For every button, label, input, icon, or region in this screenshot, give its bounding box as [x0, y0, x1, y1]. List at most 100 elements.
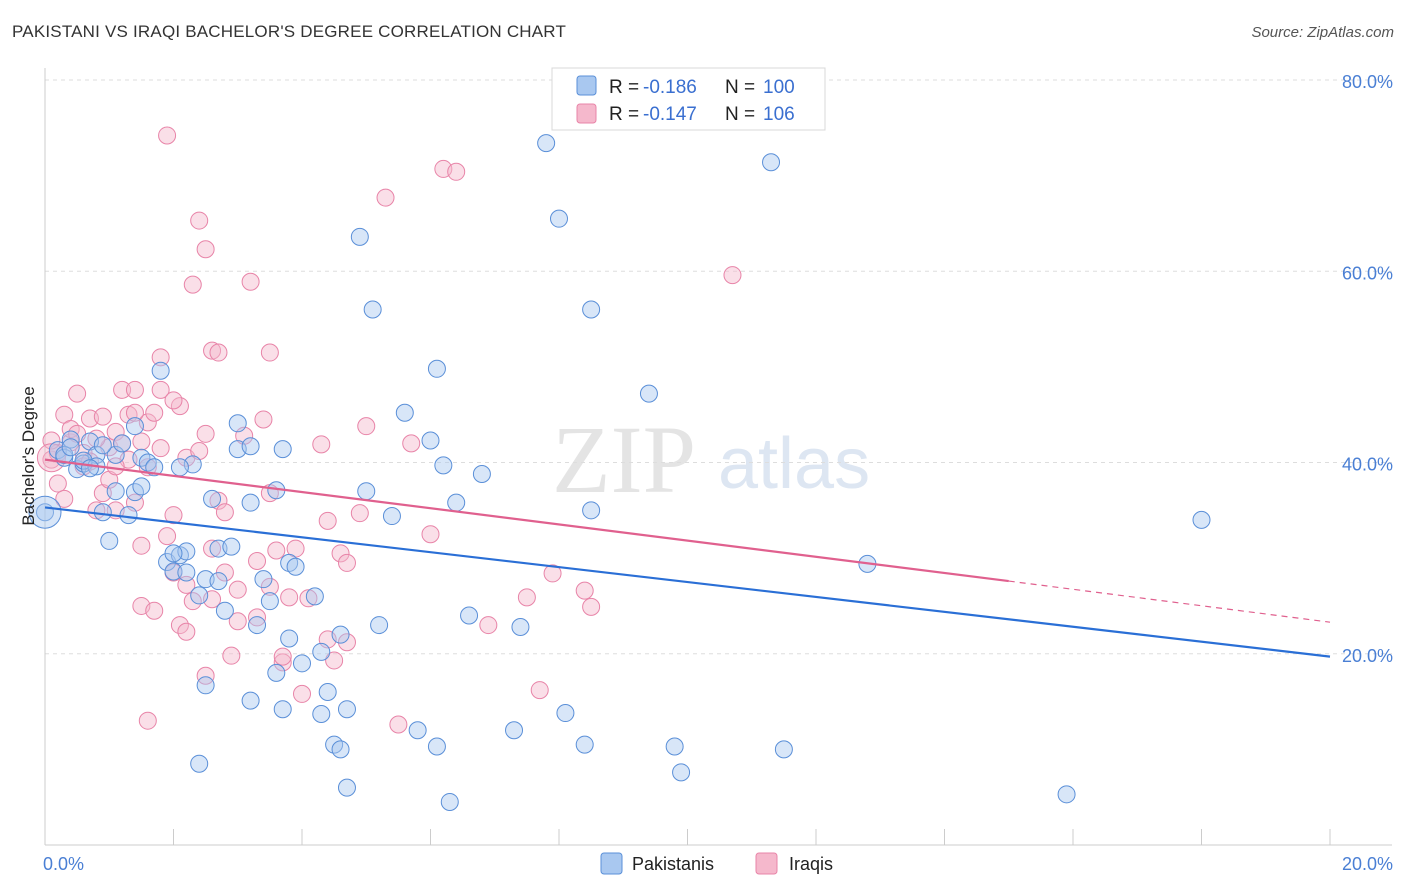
- y-tick-label: 20.0%: [1342, 646, 1393, 666]
- y-axis-label: Bachelor's Degree: [19, 386, 38, 525]
- data-point: [582, 300, 601, 319]
- data-point: [556, 704, 575, 723]
- data-point: [241, 272, 260, 291]
- bottom-legend-pakistanis: Pakistanis: [632, 854, 714, 874]
- data-point: [119, 405, 138, 424]
- data-point: [318, 683, 337, 701]
- data-point: [145, 601, 164, 620]
- data-point: [125, 380, 144, 399]
- watermark-zip: ZIP: [552, 406, 696, 513]
- data-point: [190, 211, 209, 230]
- legend-swatch-pakistani: [576, 75, 597, 96]
- data-point: [434, 456, 453, 475]
- data-point: [113, 380, 132, 399]
- data-point: [164, 391, 183, 410]
- data-point: [170, 458, 189, 477]
- data-point: [273, 440, 292, 459]
- data-point: [267, 541, 286, 560]
- data-point: [254, 410, 273, 429]
- data-point: [138, 711, 157, 730]
- data-point: [164, 562, 183, 581]
- data-point: [672, 763, 691, 782]
- data-point: [408, 721, 427, 740]
- data-point: [363, 300, 382, 319]
- data-point: [145, 403, 164, 422]
- data-point: [248, 616, 267, 635]
- data-point: [177, 622, 196, 641]
- data-point-large: [36, 443, 66, 473]
- y-tick-label: 80.0%: [1342, 72, 1393, 92]
- data-point: [260, 577, 279, 596]
- data-point: [48, 474, 67, 493]
- data-point: [183, 275, 202, 294]
- data-point: [158, 126, 177, 145]
- data-point: [203, 539, 222, 558]
- data-point: [151, 348, 170, 367]
- data-point: [190, 754, 209, 773]
- data-point: [222, 646, 241, 665]
- data-point: [389, 715, 408, 734]
- grid-lines: [45, 79, 1392, 655]
- stats-legend: R = -0.186 N = 100 R = -0.147 N = 106: [551, 67, 826, 131]
- data-point: [151, 380, 170, 399]
- x-tick-label: 20.0%: [1342, 854, 1393, 874]
- trend-lines: [44, 458, 1331, 658]
- chart-source: Source: ZipAtlas.com: [1251, 24, 1394, 41]
- data-point: [550, 209, 568, 228]
- data-point: [151, 439, 170, 458]
- data-point: [228, 414, 247, 433]
- data-point: [61, 430, 80, 449]
- data-point: [260, 592, 279, 611]
- legend-swatch-iraqi: [576, 103, 597, 124]
- bottom-legend-iraqis: Iraqis: [789, 854, 833, 874]
- data-point: [228, 612, 247, 631]
- legend-pak-n-value: 100: [763, 77, 795, 98]
- data-point: [196, 240, 215, 259]
- data-point: [331, 740, 350, 759]
- iraqi-trend-extension: [1008, 580, 1331, 623]
- data-point: [447, 162, 466, 181]
- data-point: [267, 663, 286, 682]
- y-tick-label: 40.0%: [1342, 455, 1393, 475]
- data-point: [100, 531, 119, 550]
- data-point: [196, 666, 215, 685]
- data-point: [1057, 785, 1076, 804]
- data-point: [241, 493, 260, 512]
- data-point: [145, 458, 164, 477]
- series-legend: Pakistanis Iraqis: [600, 852, 833, 875]
- data-point: [248, 551, 267, 570]
- data-point: [312, 435, 331, 454]
- data-point: [93, 436, 112, 455]
- data-point: [125, 403, 144, 422]
- data-point: [312, 704, 331, 723]
- data-point: [280, 629, 299, 648]
- data-point: [280, 588, 299, 607]
- y-tick-label: 60.0%: [1342, 263, 1393, 283]
- data-point: [427, 737, 446, 756]
- data-point: [241, 691, 260, 710]
- data-point: [158, 527, 177, 546]
- data-point: [762, 153, 781, 172]
- data-point: [228, 580, 247, 599]
- data-point: [382, 507, 401, 526]
- iraqi-trend-line: [44, 458, 1009, 583]
- data-point: [293, 684, 311, 703]
- data-point: [196, 424, 215, 443]
- data-point: [215, 503, 234, 522]
- chart-title: PAKISTANI VS IRAQI BACHELOR'S DEGREE COR…: [12, 22, 567, 41]
- data-point: [196, 676, 215, 695]
- data-point: [203, 489, 222, 508]
- data-point: [665, 737, 684, 756]
- data-point: [106, 482, 125, 501]
- data-point: [305, 587, 324, 606]
- legend-iraqi-n-label: N =: [725, 104, 755, 125]
- data-point: [350, 227, 369, 246]
- data-point: [331, 625, 350, 644]
- data-point: [582, 501, 601, 520]
- pakistani-points: [28, 134, 1211, 811]
- data-point: [55, 489, 74, 508]
- data-point: [325, 651, 344, 670]
- data-point: [357, 417, 376, 436]
- bottom-legend-swatch-pakistani: [600, 852, 623, 875]
